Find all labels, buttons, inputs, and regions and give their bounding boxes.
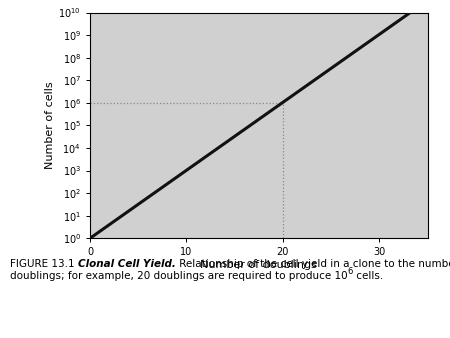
Text: Clonal Cell Yield.: Clonal Cell Yield. <box>78 259 176 269</box>
Text: cells.: cells. <box>353 271 383 281</box>
Text: Relationship of the cell yield in a clone to the number of population: Relationship of the cell yield in a clon… <box>176 259 450 269</box>
Y-axis label: Number of cells: Number of cells <box>45 81 55 169</box>
X-axis label: Number of doublings: Number of doublings <box>200 260 317 270</box>
Text: 6: 6 <box>347 267 353 275</box>
Text: doublings; for example, 20 doublings are required to produce 10: doublings; for example, 20 doublings are… <box>10 271 347 281</box>
Text: FIGURE 13.1: FIGURE 13.1 <box>10 259 78 269</box>
